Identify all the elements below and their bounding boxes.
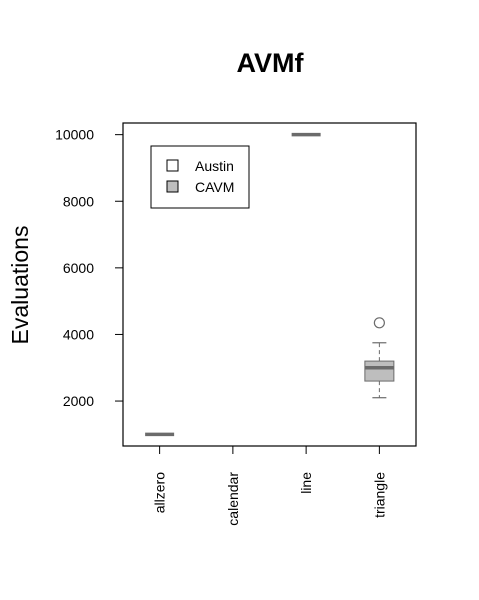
legend: Austin CAVM — [150, 145, 250, 209]
y-tick-label: 4000 — [63, 326, 94, 342]
plot-frame — [122, 122, 417, 447]
legend-swatch-austin — [166, 159, 179, 172]
chart-title: AVMf — [237, 48, 305, 78]
outlier-point — [373, 317, 385, 329]
box-iqr — [364, 360, 395, 382]
box-series — [145, 132, 395, 437]
x-tick-label-calendar: calendar — [225, 472, 241, 526]
y-axis: 2000 4000 6000 8000 10000 — [55, 127, 123, 409]
y-tick-label: 6000 — [63, 260, 94, 276]
legend-label-austin: Austin — [195, 158, 234, 174]
y-tick-label: 10000 — [55, 127, 94, 143]
x-tick-label-allzero: allzero — [152, 472, 168, 513]
y-axis-label: Evaluations — [7, 226, 33, 345]
legend-frame — [150, 145, 250, 209]
x-tick-label-line: line — [298, 472, 314, 494]
legend-swatch-cavm — [166, 180, 179, 193]
y-tick-label: 2000 — [63, 393, 94, 409]
box-triangle — [364, 317, 395, 399]
y-tick-label: 8000 — [63, 193, 94, 209]
legend-label-cavm: CAVM — [195, 179, 234, 195]
x-axis: allzero calendar line triangle — [152, 446, 387, 526]
x-tick-label-triangle: triangle — [371, 472, 387, 518]
